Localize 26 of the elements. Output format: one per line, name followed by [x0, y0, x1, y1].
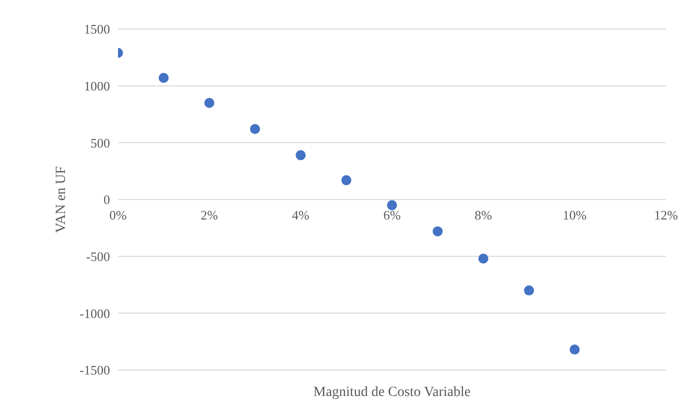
y-tick-label: 1000: [84, 78, 110, 94]
point: [296, 150, 306, 160]
y-tick-label: 1500: [84, 22, 110, 37]
point: [524, 285, 534, 296]
point: [158, 72, 169, 83]
x-tick-label: 4%: [292, 208, 310, 222]
y-tick-label: -500: [86, 248, 110, 264]
x-tick-label: 2%: [200, 208, 218, 222]
x-axis-title: Magnitud de Costo Variable: [313, 385, 471, 400]
point: [478, 254, 488, 264]
x-tick-label: 12%: [654, 208, 678, 222]
point: [432, 226, 443, 236]
x-tick-label: 6%: [383, 208, 401, 222]
y-tick-label: 500: [90, 135, 110, 150]
y-tick-label: -1500: [80, 362, 110, 378]
x-tick-label: 8%: [474, 208, 492, 222]
point: [341, 175, 352, 186]
point: [204, 98, 214, 108]
x-tick-label: 10%: [562, 208, 587, 222]
y-tick-label: -1000: [80, 306, 110, 321]
point: [387, 200, 397, 210]
x-tick-label: 0%: [109, 208, 127, 222]
point: [250, 124, 260, 134]
y-tick-label: 0: [104, 192, 110, 208]
y-axis-title: VAN en UF: [54, 166, 69, 233]
point: [570, 344, 580, 355]
